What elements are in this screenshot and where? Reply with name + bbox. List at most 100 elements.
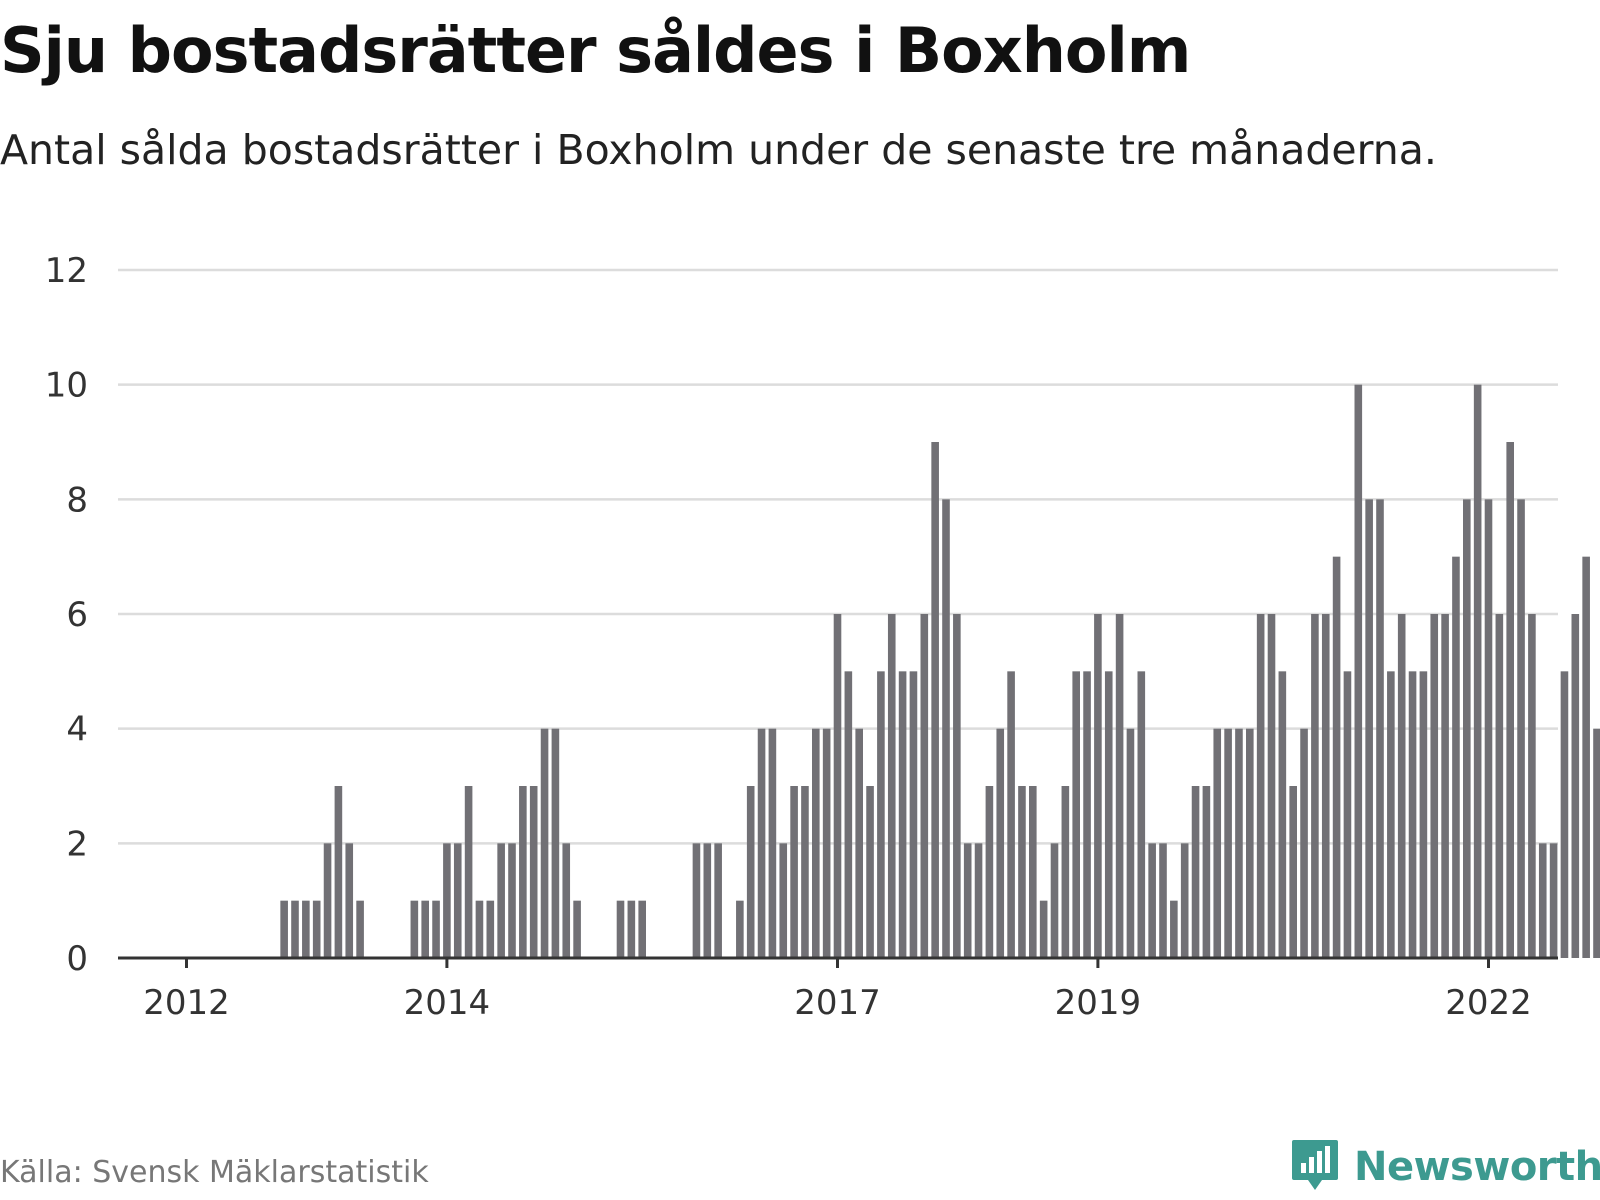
bar xyxy=(833,614,842,958)
bar xyxy=(974,843,983,958)
bar xyxy=(1235,728,1243,958)
bar xyxy=(540,728,549,958)
bar xyxy=(1321,614,1330,958)
bar xyxy=(790,786,798,958)
bar xyxy=(1289,786,1297,958)
bar xyxy=(736,900,744,958)
bar xyxy=(1170,900,1178,958)
x-tick-label: 2019 xyxy=(1055,983,1142,1023)
bar xyxy=(1126,728,1135,958)
bar xyxy=(746,786,755,958)
bar xyxy=(1408,671,1417,958)
bar xyxy=(1039,900,1048,958)
y-tick-label: 4 xyxy=(66,710,88,750)
bar xyxy=(410,900,419,958)
bar xyxy=(551,728,560,958)
bar xyxy=(714,843,722,958)
bar xyxy=(996,728,1005,958)
bar xyxy=(280,900,288,958)
bar xyxy=(866,786,874,958)
bar xyxy=(443,843,451,958)
bar xyxy=(920,614,929,958)
bar xyxy=(703,843,712,958)
x-tick-label: 2014 xyxy=(404,983,491,1023)
x-tick-labels: 201220142017201920222024 xyxy=(143,983,1532,1023)
bar xyxy=(1224,728,1232,958)
bar xyxy=(757,728,766,958)
bar xyxy=(1311,614,1319,958)
bar xyxy=(627,900,636,958)
bar xyxy=(909,671,918,958)
bar xyxy=(1202,786,1211,958)
brand-name: Newsworthy xyxy=(1354,1144,1600,1190)
bar xyxy=(801,786,809,958)
x-tick-label: 2017 xyxy=(794,983,881,1023)
bar xyxy=(1246,728,1254,958)
bar xyxy=(1593,728,1600,958)
bar xyxy=(616,900,625,958)
bar xyxy=(768,728,777,958)
bar xyxy=(1256,614,1265,958)
bar xyxy=(529,786,538,958)
bar xyxy=(1517,499,1525,958)
bar xyxy=(1495,614,1504,958)
bar xyxy=(291,900,299,958)
bar xyxy=(898,671,907,958)
bar xyxy=(877,671,885,958)
bar xyxy=(312,900,321,958)
y-tick-label: 6 xyxy=(66,595,88,635)
bar xyxy=(953,614,961,958)
bar xyxy=(1538,843,1547,958)
bar xyxy=(638,900,646,958)
bar xyxy=(1354,384,1363,959)
bar xyxy=(779,843,788,958)
y-tick-label: 12 xyxy=(45,251,88,291)
bar xyxy=(844,671,853,958)
bar xyxy=(508,843,516,958)
bar xyxy=(1430,614,1439,958)
bar xyxy=(432,900,440,958)
bar xyxy=(345,843,354,958)
y-tick-label: 0 xyxy=(66,939,88,979)
newsworthy-icon xyxy=(1292,1140,1338,1190)
bar xyxy=(1560,671,1569,958)
bar xyxy=(453,843,462,958)
bar xyxy=(1137,671,1146,958)
bar xyxy=(486,900,495,958)
bar xyxy=(1484,499,1493,958)
bar xyxy=(1506,442,1514,958)
bar xyxy=(421,900,429,958)
y-tick-label: 2 xyxy=(66,824,88,864)
bar xyxy=(1419,671,1428,958)
bar xyxy=(1343,671,1352,958)
bar xyxy=(1213,728,1222,958)
chart-subtitle: Antal sålda bostadsrätter i Boxholm unde… xyxy=(0,126,1437,174)
bar xyxy=(1061,786,1070,958)
bar xyxy=(1332,556,1341,958)
bar xyxy=(356,900,364,958)
x-tick-label: 2012 xyxy=(143,983,230,1023)
bars xyxy=(280,384,1600,959)
bar xyxy=(334,786,343,958)
bar xyxy=(1387,671,1395,958)
bar xyxy=(1463,499,1471,958)
bar xyxy=(475,900,484,958)
bar xyxy=(1267,614,1276,958)
bar xyxy=(887,614,896,958)
bar xyxy=(1104,671,1113,958)
y-tick-labels: 0 2 4 6 8 10 12 xyxy=(45,251,88,979)
bar xyxy=(1115,614,1124,958)
bar xyxy=(692,843,701,958)
y-tick-label: 10 xyxy=(45,366,88,406)
bar xyxy=(1278,671,1287,958)
bar xyxy=(1072,671,1080,958)
bar xyxy=(519,786,527,958)
bar xyxy=(822,728,831,958)
bar xyxy=(812,728,820,958)
bar xyxy=(323,843,332,958)
bar xyxy=(1159,843,1167,958)
bar xyxy=(1528,614,1536,958)
bar xyxy=(464,786,473,958)
bar xyxy=(1376,499,1384,958)
